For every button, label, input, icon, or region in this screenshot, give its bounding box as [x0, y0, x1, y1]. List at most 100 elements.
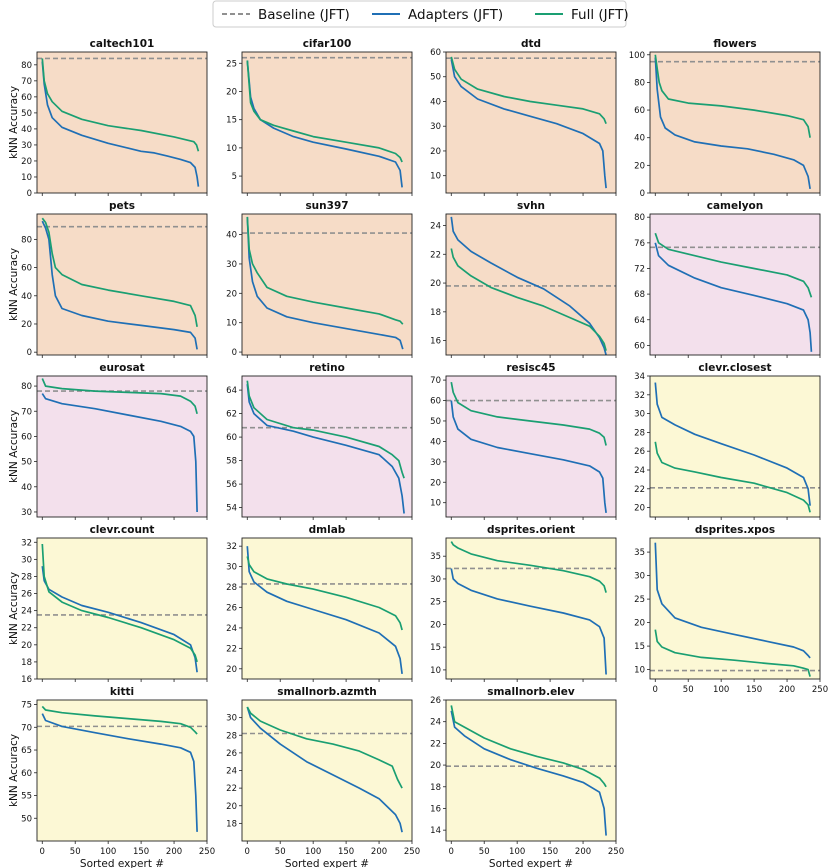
x-tick-label: 0: [40, 847, 45, 857]
y-tick-label: 26: [226, 749, 237, 759]
panel-frame: [445, 537, 617, 680]
panel-title: svhn: [517, 200, 545, 212]
panel-background: [650, 538, 820, 679]
panel-frame: [241, 51, 413, 194]
panel-sun397: sun397 0 10 20 30 40: [226, 200, 413, 358]
y-tick-label: 10: [430, 172, 441, 182]
y-tick-label: 0: [232, 348, 237, 358]
y-tick-label: 30: [21, 555, 32, 565]
y-tick-label: 80: [634, 78, 645, 88]
y-tick-label: 30: [21, 141, 32, 151]
y-tick-label: 24: [226, 767, 237, 777]
y-tick-label: 22: [226, 644, 237, 654]
x-tick-label: 50: [275, 847, 286, 857]
y-tick-label: 100: [629, 51, 645, 61]
x-tick-label: 100: [100, 847, 116, 857]
y-tick-label: 26: [634, 447, 645, 457]
panel-background: [242, 700, 412, 841]
legend-label-2: Full (JFT): [571, 7, 629, 23]
y-tick-label: 40: [430, 97, 441, 107]
x-tick-label: 200: [166, 847, 182, 857]
y-tick-label: 68: [634, 290, 645, 300]
panel-frame: [241, 537, 413, 680]
y-axis-label: kNN Accuracy: [8, 734, 20, 807]
panel-dsprites-orient: dsprites.orient 10 15 20 25 30 35: [430, 524, 617, 682]
full-series-line: [41, 378, 198, 415]
panel-kitti: kitti 50 55 60 65 70 75 0 50 100 150 200 250 Sorted e…: [8, 686, 215, 868]
panel-frame: [445, 51, 617, 194]
full-series-line: [246, 60, 403, 163]
x-tick-label: 100: [713, 685, 729, 695]
panel-title: sun397: [305, 200, 348, 212]
y-tick-label: 20: [634, 504, 645, 514]
panel-background: [242, 214, 412, 355]
y-tick-label: 24: [634, 466, 645, 476]
full-series-line: [41, 58, 200, 152]
panel-frame: [241, 213, 413, 356]
full-series-line: [41, 705, 198, 735]
adapters-series-line: [246, 706, 403, 833]
panel-frame: [36, 537, 208, 680]
y-tick-label: 25: [226, 59, 237, 69]
y-tick-label: 80: [21, 235, 32, 245]
panel-title: clevr.count: [90, 524, 155, 536]
adapters-series-line: [41, 393, 198, 513]
x-tick-label: 250: [608, 847, 624, 857]
y-tick-label: 20: [430, 761, 441, 771]
y-axis-label: kNN Accuracy: [8, 248, 20, 321]
y-tick-label: 20: [226, 87, 237, 97]
panel-frame: [445, 375, 617, 518]
x-tick-label: 150: [338, 847, 354, 857]
y-tick-label: 20: [634, 619, 645, 629]
y-tick-label: 20: [430, 147, 441, 157]
y-tick-label: 35: [430, 552, 441, 562]
adapters-series-line: [654, 242, 813, 352]
full-series-line: [246, 216, 404, 325]
x-tick-label: 50: [683, 685, 694, 695]
y-tick-label: 75: [21, 701, 32, 711]
panel-title: dmlab: [309, 524, 346, 536]
x-tick-label: 0: [449, 847, 454, 857]
y-tick-label: 30: [226, 563, 237, 573]
y-tick-label: 10: [430, 499, 441, 509]
y-axis-label: kNN Accuracy: [8, 86, 20, 159]
y-tick-label: 14: [430, 826, 441, 836]
adapters-series-line: [450, 568, 607, 675]
adapters-series-line: [246, 546, 403, 675]
panel-background: [242, 376, 412, 517]
y-axis-label: kNN Accuracy: [8, 572, 20, 645]
y-tick-label: 20: [430, 620, 441, 630]
y-tick-label: 40: [21, 292, 32, 302]
y-tick-label: 70: [21, 407, 32, 417]
y-tick-label: 18: [226, 819, 237, 829]
legend-label-1: Adapters (JFT): [408, 7, 503, 23]
panel-title: dtd: [521, 38, 541, 50]
full-series-line: [450, 541, 607, 593]
full-series-line: [41, 217, 198, 327]
y-axis-label: kNN Accuracy: [8, 410, 20, 483]
y-tick-label: 60: [21, 769, 32, 779]
panel-frame: [36, 699, 208, 842]
y-tick-label: 20: [226, 665, 237, 675]
panel-dsprites-xpos: dsprites.xpos 10 15 20 25 30 35 0 50 100 150 200 250: [634, 524, 828, 695]
y-tick-label: 70: [21, 723, 32, 733]
full-series-line: [246, 556, 403, 631]
panel-svhn: svhn 16 18 20 22 24: [430, 200, 617, 358]
adapters-series-line: [246, 384, 405, 514]
panel-frame: [649, 51, 821, 194]
y-tick-label: 50: [430, 417, 441, 427]
y-tick-label: 56: [226, 480, 237, 490]
panel-caltech101: caltech101 0 10 20 30 40 50 60 70 80 kNN Accuracy: [8, 38, 208, 199]
panel-background: [37, 52, 207, 193]
y-tick-label: 50: [430, 73, 441, 83]
panel-background: [446, 700, 616, 841]
x-tick-label: 200: [371, 847, 387, 857]
y-tick-label: 58: [226, 457, 237, 467]
y-tick-label: 10: [634, 666, 645, 676]
y-tick-label: 50: [21, 109, 32, 119]
y-tick-label: 54: [226, 504, 237, 514]
y-tick-label: 24: [21, 607, 32, 617]
y-tick-label: 26: [21, 590, 32, 600]
y-tick-label: 80: [634, 213, 645, 223]
adapters-series-line: [654, 57, 811, 190]
